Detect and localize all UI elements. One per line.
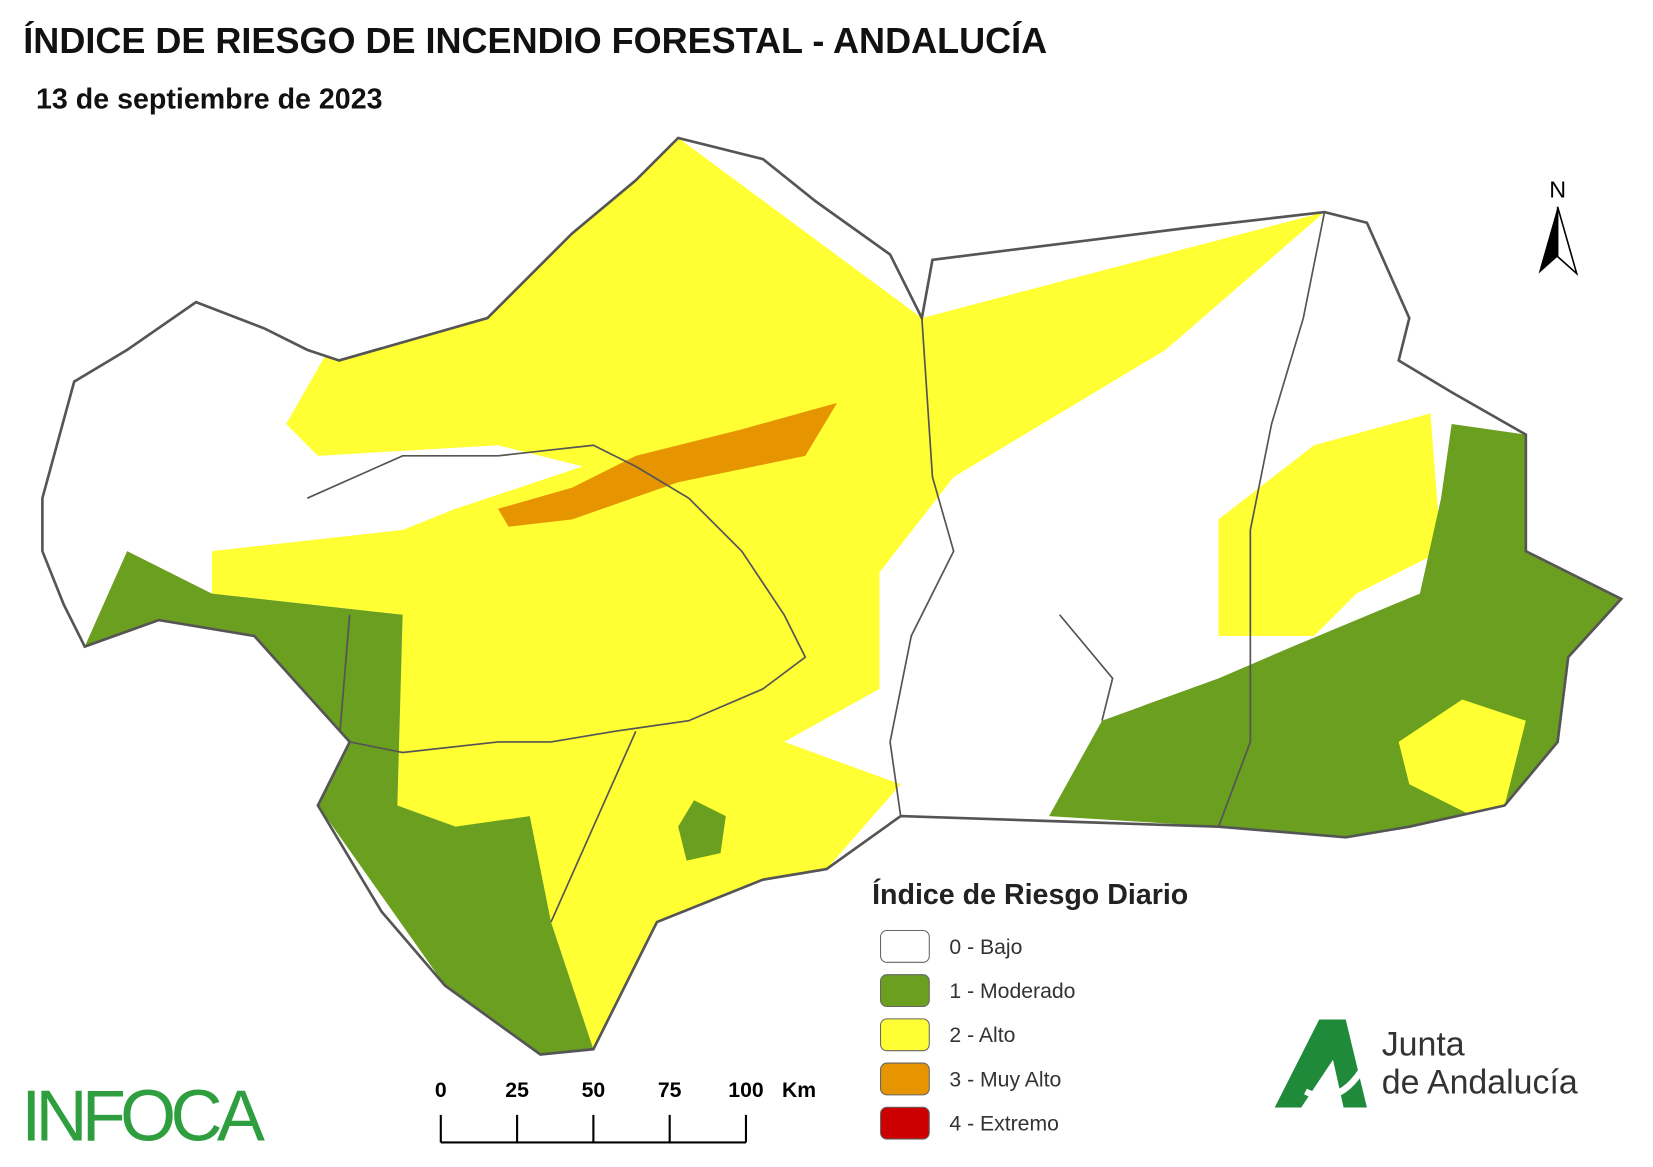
north-label: N	[1549, 176, 1566, 202]
zone-high	[1218, 413, 1442, 636]
zone-very-high	[498, 402, 838, 527]
north-arrow	[1556, 206, 1579, 276]
legend-label: 1 - Moderado	[949, 980, 1075, 1003]
legend-swatch	[880, 1062, 930, 1096]
legend-label: 4 - Extremo	[949, 1113, 1059, 1136]
scale-label: 0	[435, 1079, 447, 1102]
region-outline	[41, 136, 1624, 1056]
legend-swatch	[880, 1106, 930, 1140]
junta-text: Junta	[1382, 1026, 1465, 1064]
legend: Índice de Riesgo Diario 0 - Bajo 1 - Mode…	[872, 877, 1188, 1140]
zone-high	[211, 137, 1325, 1050]
zone-high	[1398, 699, 1526, 817]
zone-moderate	[678, 800, 726, 861]
junta-mark	[1274, 1019, 1367, 1108]
risk-map	[42, 137, 1622, 1055]
scale-label: 50	[582, 1079, 606, 1102]
legend-title: Índice de Riesgo Diario	[872, 877, 1188, 911]
legend-swatch	[880, 929, 930, 963]
infoca-logo: INFOCA	[21, 1076, 265, 1156]
scale-bar: 0 25 50 75 100 Km	[435, 1079, 816, 1144]
scale-label: 75	[658, 1079, 682, 1102]
scale-label: 100	[728, 1079, 763, 1102]
zone-moderate	[42, 551, 594, 1055]
legend-swatch	[880, 974, 930, 1008]
legend-label: 0 - Bajo	[949, 936, 1022, 959]
subtitle: 13 de septiembre de 2023	[36, 83, 383, 115]
legend-swatch	[880, 1018, 930, 1052]
legend-label: 3 - Muy Alto	[949, 1068, 1061, 1091]
title: ÍNDICE DE RIESGO DE INCENDIO FORESTAL - …	[23, 20, 1047, 61]
junta-text: de Andalucía	[1382, 1064, 1578, 1102]
scale-label: 25	[505, 1079, 529, 1102]
province-borders	[306, 211, 1326, 923]
scale-unit: Km	[782, 1079, 816, 1102]
north-arrow	[1538, 206, 1558, 274]
junta-logo: Junta de Andalucía	[1274, 1019, 1578, 1108]
legend-label: 2 - Alto	[949, 1024, 1015, 1047]
junta-mark	[1304, 1068, 1365, 1100]
